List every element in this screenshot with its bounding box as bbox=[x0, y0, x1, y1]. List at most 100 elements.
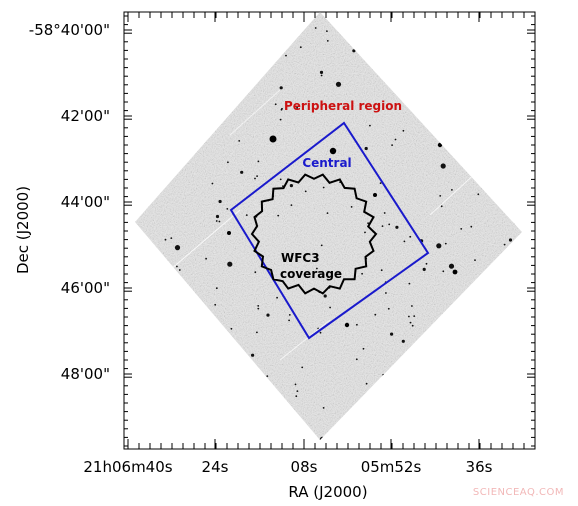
star bbox=[215, 287, 218, 290]
star bbox=[367, 222, 369, 225]
star bbox=[440, 205, 443, 208]
star bbox=[299, 46, 302, 49]
wfc3-label-line2: coverage bbox=[280, 267, 342, 281]
star bbox=[266, 375, 269, 377]
star bbox=[365, 382, 368, 385]
y-axis-tick-labels: -58°40'00" 42'00" 44'00" 46'00" 48'00" bbox=[29, 21, 110, 383]
star bbox=[294, 383, 297, 386]
y-tick-label: 42'00" bbox=[61, 107, 110, 125]
star bbox=[364, 146, 368, 151]
x-tick-label: 21h06m40s bbox=[83, 458, 172, 476]
star bbox=[395, 225, 399, 229]
star bbox=[238, 140, 241, 142]
star bbox=[296, 390, 299, 392]
central-region-outline bbox=[229, 121, 430, 340]
star bbox=[385, 292, 387, 294]
star bbox=[178, 269, 181, 271]
star bbox=[322, 186, 325, 189]
star bbox=[218, 199, 222, 204]
star bbox=[254, 271, 257, 274]
star bbox=[444, 242, 447, 245]
x-tick-label: 05m52s bbox=[361, 458, 422, 476]
star bbox=[379, 182, 382, 185]
star bbox=[361, 272, 363, 275]
star bbox=[326, 30, 328, 32]
star bbox=[277, 214, 280, 217]
star bbox=[170, 237, 173, 240]
star bbox=[350, 206, 353, 208]
star bbox=[314, 27, 317, 29]
star bbox=[274, 103, 277, 106]
star bbox=[319, 70, 324, 74]
star bbox=[322, 407, 325, 409]
star bbox=[290, 204, 293, 207]
star bbox=[326, 40, 329, 42]
star bbox=[256, 331, 258, 334]
star bbox=[356, 323, 358, 326]
star bbox=[280, 108, 283, 111]
star bbox=[408, 282, 411, 285]
star bbox=[257, 160, 260, 163]
star bbox=[276, 296, 278, 299]
star bbox=[408, 315, 410, 318]
star bbox=[214, 303, 217, 306]
bright-star bbox=[227, 231, 231, 235]
star bbox=[211, 182, 214, 185]
bright-star bbox=[437, 142, 443, 148]
star bbox=[176, 265, 178, 268]
star bbox=[227, 161, 229, 164]
star bbox=[295, 395, 298, 398]
star bbox=[279, 118, 282, 121]
star bbox=[460, 228, 463, 230]
star bbox=[227, 261, 233, 267]
star bbox=[381, 225, 384, 228]
star bbox=[503, 243, 506, 246]
star bbox=[316, 267, 318, 270]
star bbox=[364, 231, 366, 234]
bright-star bbox=[344, 322, 350, 328]
star bbox=[374, 313, 377, 316]
star bbox=[409, 235, 412, 238]
star bbox=[402, 129, 405, 132]
star bbox=[279, 86, 283, 90]
star bbox=[285, 54, 287, 57]
star bbox=[355, 358, 358, 361]
star bbox=[164, 238, 167, 241]
y-tick-label: 44'00" bbox=[61, 193, 110, 211]
star bbox=[380, 269, 383, 272]
star bbox=[401, 339, 405, 343]
star bbox=[448, 263, 455, 269]
x-axis-tick-labels: 21h06m40s 24s 08s 05m52s 36s bbox=[83, 458, 492, 476]
star bbox=[304, 190, 307, 193]
bright-star bbox=[269, 135, 277, 143]
star bbox=[411, 305, 413, 307]
star bbox=[409, 321, 412, 324]
star bbox=[279, 178, 282, 181]
star bbox=[289, 184, 293, 188]
star bbox=[442, 270, 445, 273]
x-tick-label: 08s bbox=[291, 458, 318, 476]
y-axis-ticks bbox=[124, 15, 535, 447]
star bbox=[411, 324, 414, 327]
star bbox=[329, 306, 331, 309]
y-tick-label: 46'00" bbox=[61, 279, 110, 297]
star bbox=[257, 307, 260, 310]
star bbox=[425, 262, 428, 265]
bright-star bbox=[452, 269, 458, 275]
star bbox=[205, 257, 208, 260]
star bbox=[474, 259, 476, 261]
star bbox=[394, 138, 397, 141]
star bbox=[403, 240, 406, 243]
star bbox=[477, 193, 480, 196]
star bbox=[230, 327, 233, 330]
star bbox=[390, 332, 394, 336]
star bbox=[254, 177, 256, 180]
star bbox=[440, 163, 446, 169]
star bbox=[323, 294, 327, 298]
star bbox=[470, 225, 473, 228]
star bbox=[288, 314, 291, 316]
star bbox=[215, 214, 220, 219]
star bbox=[256, 175, 258, 178]
y-tick-label: -58°40'00" bbox=[29, 21, 110, 39]
